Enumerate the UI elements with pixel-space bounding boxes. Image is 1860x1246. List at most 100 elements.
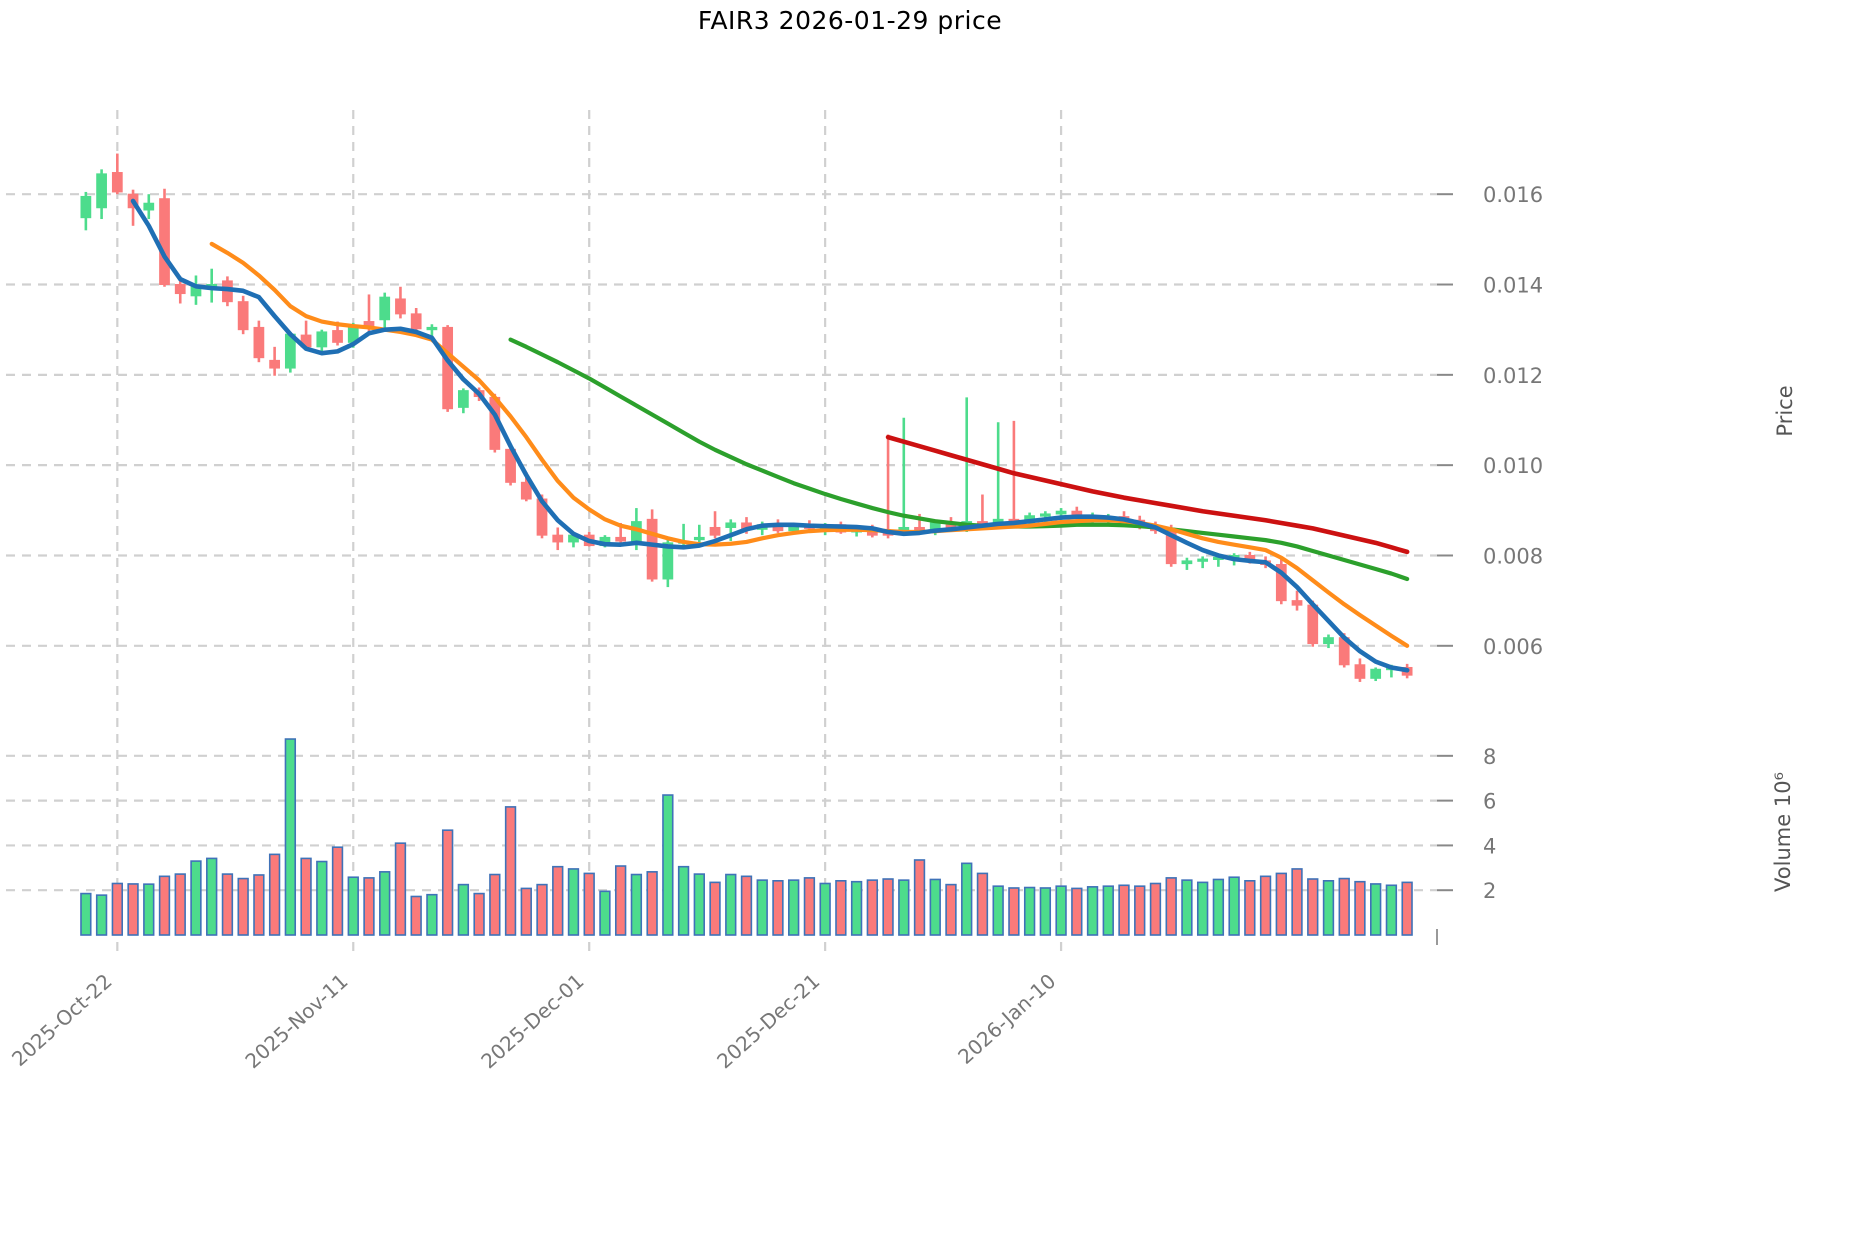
- candlestick: [552, 527, 564, 551]
- candle-body: [1323, 637, 1334, 645]
- candle-body: [80, 195, 92, 219]
- volume-bar: [1275, 872, 1287, 936]
- ma-line-blue: [130, 198, 1410, 673]
- volume-bar: [1008, 887, 1020, 936]
- volume-bar: [599, 890, 611, 936]
- volume-bar: [1291, 868, 1303, 936]
- volume-bar: [835, 880, 847, 936]
- volume-bar: [677, 865, 690, 936]
- volume-bar: [237, 877, 249, 936]
- candlestick: [237, 295, 249, 335]
- volume-bar: [520, 887, 532, 936]
- candlestick: [992, 422, 1004, 530]
- volume-bar: [630, 873, 643, 936]
- candlestick: [80, 191, 92, 231]
- volume-bar: [740, 875, 753, 936]
- volume-bar: [1259, 875, 1272, 936]
- price-tick-label: 0.006: [1483, 635, 1543, 659]
- volume-bar: [945, 883, 957, 936]
- volume-bar: [95, 894, 108, 936]
- volume-tick-label: 2: [1483, 879, 1496, 903]
- candle-body: [159, 198, 170, 286]
- volume-bar: [772, 880, 784, 936]
- volume-bar: [190, 860, 202, 936]
- candle-body: [379, 296, 391, 321]
- volume-bar: [1354, 880, 1366, 936]
- volume-bar: [331, 846, 344, 936]
- candle-body: [395, 298, 406, 315]
- candlestick: [190, 275, 202, 305]
- volume-bar: [1071, 887, 1083, 936]
- candle-body: [332, 330, 343, 343]
- candle-body: [237, 301, 249, 331]
- volume-bar: [206, 857, 218, 936]
- candle-body: [693, 536, 705, 541]
- volume-bar: [756, 879, 768, 936]
- volume-bar: [788, 879, 800, 936]
- volume-bar: [693, 873, 705, 936]
- candle-body: [1197, 558, 1209, 562]
- candle-body: [410, 313, 422, 330]
- volume-bar: [1181, 879, 1193, 936]
- page-title: FAIR3 2026-01-29 price: [697, 6, 1003, 35]
- candlestick: [159, 188, 170, 287]
- volume-bar: [1134, 885, 1146, 936]
- volume-bar: [284, 738, 297, 936]
- candle-body: [316, 331, 328, 348]
- volume-bar: [709, 881, 721, 936]
- grid-lines: [6, 110, 1437, 953]
- price-tick-label: 0.014: [1483, 274, 1543, 298]
- candlestick: [1354, 658, 1366, 682]
- volume-bar: [363, 877, 375, 936]
- volume-bar: [1322, 880, 1335, 936]
- candle-body: [253, 326, 265, 359]
- volume-bar: [961, 862, 973, 936]
- candle-body: [269, 359, 280, 369]
- candlestick: [269, 346, 280, 376]
- volume-bar: [1165, 877, 1177, 936]
- volume-bar: [1196, 881, 1209, 936]
- volume-bar: [614, 865, 627, 936]
- volume-bar: [1307, 878, 1319, 936]
- volume-bar: [1385, 884, 1398, 936]
- volume-bar: [221, 873, 234, 936]
- volume-bar: [394, 842, 407, 936]
- candlestick: [709, 511, 721, 539]
- volume-bar: [300, 857, 312, 936]
- moving-average-lines: [130, 198, 1410, 673]
- volume-bar: [1244, 880, 1256, 936]
- date-tick-label: 2025-Dec-01: [476, 969, 588, 1073]
- volume-bar: [976, 872, 989, 936]
- price-tick-label: 0.008: [1483, 544, 1543, 568]
- candle-body: [1291, 600, 1303, 606]
- volume-bar: [898, 879, 910, 936]
- candlestick: [96, 169, 107, 220]
- candle-body: [552, 534, 564, 543]
- candle-body: [457, 390, 469, 408]
- volume-bar: [457, 883, 470, 936]
- candle-body: [426, 326, 438, 331]
- candle-body: [520, 481, 532, 500]
- date-tick-label: 2025-Dec-21: [712, 969, 824, 1073]
- volume-bar: [536, 883, 548, 936]
- candlestick: [1181, 557, 1193, 570]
- volume-bar: [441, 829, 454, 936]
- ma-line-red: [885, 434, 1410, 555]
- candlestick: [1370, 667, 1382, 682]
- volume-bar: [583, 872, 595, 936]
- volume-bar: [253, 874, 265, 936]
- date-tick-label: 2025-Oct-22: [7, 969, 117, 1071]
- ma-line-orange: [209, 241, 1410, 648]
- candle-body: [143, 202, 155, 211]
- volume-bar: [1118, 884, 1130, 936]
- volume-bar: [850, 880, 863, 936]
- price-axis-title: Price: [1773, 385, 1797, 436]
- volume-bar: [143, 883, 155, 936]
- volume-bar: [992, 885, 1004, 936]
- candle-body: [646, 518, 658, 580]
- volume-axis-title: Volume 10⁶: [1771, 772, 1795, 892]
- candle-body: [662, 542, 674, 580]
- candlestick: [111, 153, 123, 195]
